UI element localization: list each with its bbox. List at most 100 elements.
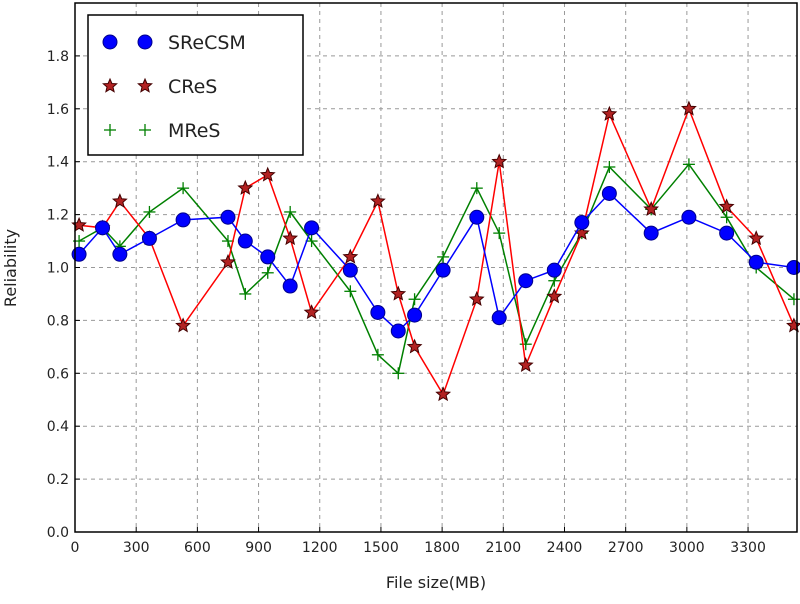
x-tick-label: 900: [245, 540, 272, 556]
data-point-srecsm: [518, 273, 534, 289]
y-tick-label: 0.4: [47, 419, 69, 435]
data-point-srecsm: [786, 260, 800, 275]
data-point-mres: [143, 205, 156, 218]
data-point-cres: [546, 288, 563, 304]
data-point-srecsm: [260, 249, 276, 265]
data-point-mres: [284, 205, 297, 218]
data-point-cres: [643, 200, 660, 217]
data-point-cres: [390, 285, 407, 301]
series-line-mres: [78, 163, 795, 375]
data-point-cres: [601, 105, 618, 121]
data-point-cres: [175, 317, 192, 333]
y-axis-label: Reliability: [1, 229, 20, 307]
data-point-mres: [305, 235, 318, 248]
data-point-mres: [261, 266, 274, 279]
x-tick-label: 3000: [669, 540, 705, 556]
data-point-cres: [259, 166, 276, 182]
data-point-mres: [437, 250, 450, 263]
data-point-srecsm: [141, 230, 157, 246]
data-point-srecsm: [748, 254, 764, 270]
data-point-cres: [491, 153, 508, 169]
data-point-srecsm: [681, 209, 697, 225]
data-point-mres: [221, 235, 234, 248]
data-point-cres: [220, 253, 236, 269]
x-tick-label: 1500: [363, 540, 399, 556]
data-point-cres: [342, 248, 359, 264]
data-point-mres: [787, 293, 800, 306]
data-point-cres: [71, 216, 87, 232]
series-line-cres: [79, 106, 795, 397]
data-point-srecsm: [469, 209, 485, 225]
y-tick-label: 1.2: [47, 208, 69, 224]
x-tick-label: 1200: [302, 540, 338, 556]
data-point-cres: [435, 386, 452, 402]
data-point-mres: [177, 182, 190, 195]
data-point-srecsm: [237, 233, 253, 249]
data-point-srecsm: [574, 215, 590, 231]
data-point-srecsm: [491, 310, 507, 326]
data-point-srecsm: [342, 262, 358, 278]
data-point-srecsm: [112, 246, 128, 262]
data-point-mres: [493, 227, 506, 240]
legend-marker-mres: [104, 124, 116, 136]
legend-marker-mres: [139, 124, 151, 136]
data-point-cres: [303, 304, 320, 320]
data-point-cres: [369, 193, 386, 209]
data-point-srecsm: [643, 225, 659, 241]
x-axis-label: File size(MB): [386, 573, 486, 592]
data-point-mres: [720, 211, 733, 224]
x-tick-label: 2400: [547, 540, 583, 556]
data-point-srecsm: [601, 185, 617, 201]
data-point-srecsm: [719, 225, 735, 241]
legend-box: [87, 14, 304, 156]
y-tick-label: 0.0: [47, 525, 69, 541]
data-point-cres: [237, 179, 254, 195]
y-tick-label: 0.8: [47, 313, 69, 329]
data-point-cres: [680, 100, 697, 116]
data-point-srecsm: [95, 220, 111, 236]
data-point-mres: [519, 338, 532, 351]
data-point-cres: [282, 230, 299, 246]
legend-marker-srecsm: [137, 34, 153, 50]
data-point-mres: [603, 160, 616, 173]
data-point-cres: [517, 357, 534, 373]
series-line-srecsm: [78, 192, 795, 333]
y-tick-label: 0.6: [47, 366, 69, 382]
data-point-cres: [111, 193, 128, 209]
y-tick-label: 0.2: [47, 472, 69, 488]
data-point-srecsm: [435, 262, 451, 278]
data-point-mres: [470, 182, 483, 195]
data-point-srecsm: [282, 278, 298, 294]
y-tick-label: 1.8: [47, 49, 69, 65]
data-point-srecsm: [304, 220, 320, 236]
grid: [75, 3, 797, 532]
x-tick-label: 0: [71, 540, 80, 556]
x-tick-label: 1800: [424, 540, 460, 556]
x-tick-label: 3300: [730, 540, 766, 556]
data-point-cres: [718, 198, 735, 214]
x-tick-label: 2100: [485, 540, 521, 556]
data-point-mres: [371, 348, 384, 361]
data-point-srecsm: [370, 304, 386, 320]
legend-marker-cres: [137, 77, 153, 93]
data-point-mres: [392, 367, 405, 380]
ticks: 0 300 600 900 1200 1500 1800 2100 2400 2700 3000 33…: [47, 49, 766, 556]
legend-marker-cres: [102, 77, 118, 93]
data-point-srecsm: [71, 246, 87, 262]
data-point-cres: [406, 338, 423, 354]
data-point-srecsm: [407, 307, 423, 323]
x-tick-label: 2700: [608, 540, 644, 556]
y-tick-label: 1.0: [47, 261, 69, 277]
legend: SReCSM CReS MReS: [87, 14, 304, 156]
y-tick-label: 1.6: [47, 102, 69, 118]
x-tick-label: 600: [184, 540, 211, 556]
data-point-mres: [408, 293, 421, 306]
legend-marker-srecsm: [102, 34, 118, 50]
legend-label-mres: MReS: [168, 120, 221, 142]
legend-label-srecsm: SReCSM: [168, 32, 246, 54]
data-point-mres: [239, 287, 252, 300]
y-tick-label: 1.4: [47, 155, 69, 171]
data-point-mres: [682, 158, 695, 171]
legend-label-cres: CReS: [168, 76, 217, 98]
